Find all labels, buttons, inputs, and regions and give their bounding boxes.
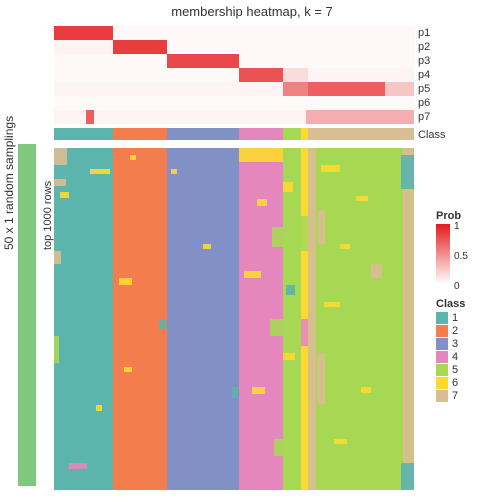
- membership-rows: [54, 26, 414, 124]
- chart-title: membership heatmap, k = 7: [0, 0, 504, 19]
- main-heatmap: [54, 148, 414, 490]
- plot-area: [54, 26, 414, 488]
- prob-gradient: 10.50: [436, 224, 450, 284]
- ylabel-outer: 50 x 1 random samplings: [2, 116, 16, 250]
- class-swatches: 1234567: [436, 312, 496, 402]
- prob-legend-title: Prob: [436, 210, 496, 222]
- class-legend-title: Class: [436, 298, 496, 310]
- row-labels: p1p2p3p4p5p6p7Class: [418, 26, 446, 142]
- heatmap-figure: membership heatmap, k = 7 50 x 1 random …: [0, 0, 504, 504]
- ylabel-inner: top 1000 rows: [42, 181, 54, 250]
- side-annotation-bar: [18, 144, 36, 486]
- legend: Prob 10.50 Class 1234567: [436, 210, 496, 403]
- class-row: [54, 128, 414, 140]
